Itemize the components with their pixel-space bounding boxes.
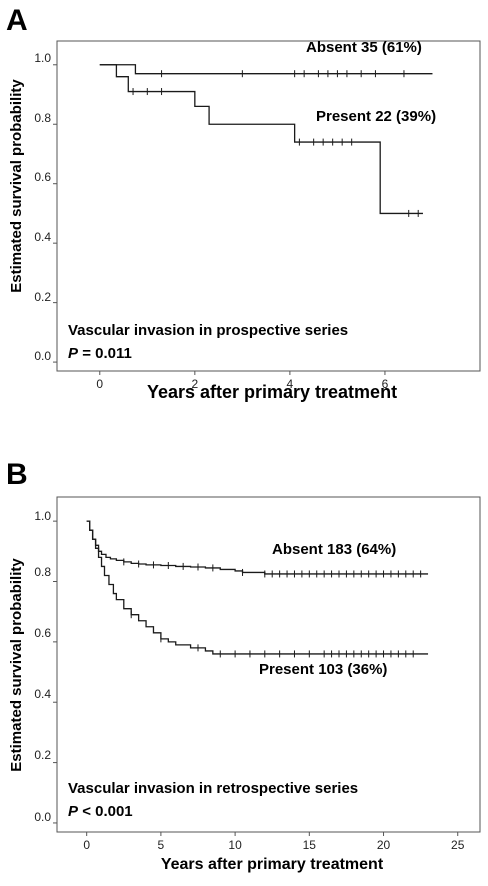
p-value: = 0.011 xyxy=(82,345,132,362)
y-tick-label: 0.2 xyxy=(34,290,51,304)
x-tick-marks xyxy=(99,371,386,375)
x-tick-label: 15 xyxy=(303,838,317,852)
series-line-absent xyxy=(99,64,433,75)
p-value-annotation: P = 0.011 xyxy=(68,345,132,362)
panel-letter-b: B xyxy=(6,458,28,491)
y-tick-label: 0.8 xyxy=(34,565,51,579)
series-line-present xyxy=(86,520,429,655)
x-tick-label: 2 xyxy=(191,377,198,391)
p-value: < 0.001 xyxy=(82,803,132,820)
panel-a: A Estimated survival probability 0.0 0.2… xyxy=(6,4,481,402)
x-axis-title: Years after primary treatment xyxy=(147,382,397,402)
annotation-title: Vascular invasion in prospective series xyxy=(68,322,348,339)
series-label-absent: Absent 183 (64%) xyxy=(272,541,396,558)
annotation-title: Vascular invasion in retrospective serie… xyxy=(68,780,358,797)
x-axis-title: Years after primary treatment xyxy=(161,856,384,873)
y-tick-labels: 0.0 0.2 0.4 0.6 0.8 1.0 xyxy=(34,51,51,363)
plot-area-frame xyxy=(56,40,481,372)
plot-area-frame xyxy=(56,496,481,833)
y-tick-label: 0.2 xyxy=(34,748,51,762)
series-label-absent: Absent 35 (61%) xyxy=(306,39,422,56)
y-tick-label: 0.8 xyxy=(34,111,51,125)
x-tick-label: 4 xyxy=(287,377,294,391)
y-tick-label: 0.6 xyxy=(34,170,51,184)
x-tick-labels: 0 2 4 6 xyxy=(96,377,388,391)
y-tick-label: 1.0 xyxy=(34,51,51,65)
y-tick-label: 0.4 xyxy=(34,230,51,244)
series-layer xyxy=(86,520,429,658)
x-tick-label: 0 xyxy=(96,377,103,391)
p-value-annotation: P < 0.001 xyxy=(68,803,133,820)
series-layer xyxy=(99,64,433,217)
y-tick-label: 0.0 xyxy=(34,810,51,824)
x-tick-label: 10 xyxy=(228,838,242,852)
p-label: P xyxy=(68,803,79,820)
panel-letter-a: A xyxy=(6,4,28,37)
x-tick-marks xyxy=(86,832,459,836)
x-tick-label: 20 xyxy=(377,838,391,852)
series-label-present: Present 22 (39%) xyxy=(316,108,436,125)
series-line-present xyxy=(99,64,423,215)
y-tick-marks xyxy=(53,64,57,363)
y-tick-label: 0.6 xyxy=(34,626,51,640)
x-tick-label: 6 xyxy=(382,377,389,391)
x-tick-label: 5 xyxy=(158,838,165,852)
y-tick-labels: 0.0 0.2 0.4 0.6 0.8 1.0 xyxy=(34,509,51,824)
x-tick-label: 25 xyxy=(451,838,465,852)
panel-b: B Estimated survival probability 0.0 0.2… xyxy=(6,458,481,873)
y-tick-label: 0.0 xyxy=(34,349,51,363)
series-label-present: Present 103 (36%) xyxy=(259,661,387,678)
y-tick-label: 1.0 xyxy=(34,509,51,523)
x-tick-labels: 0 5 10 15 20 25 xyxy=(83,838,464,852)
y-tick-marks xyxy=(53,520,57,824)
x-tick-label: 0 xyxy=(83,838,90,852)
y-tick-label: 0.4 xyxy=(34,687,51,701)
y-axis-title: Estimated survival probability xyxy=(8,558,25,772)
p-label: P xyxy=(68,345,79,362)
y-axis-title: Estimated survival probability xyxy=(8,79,25,293)
